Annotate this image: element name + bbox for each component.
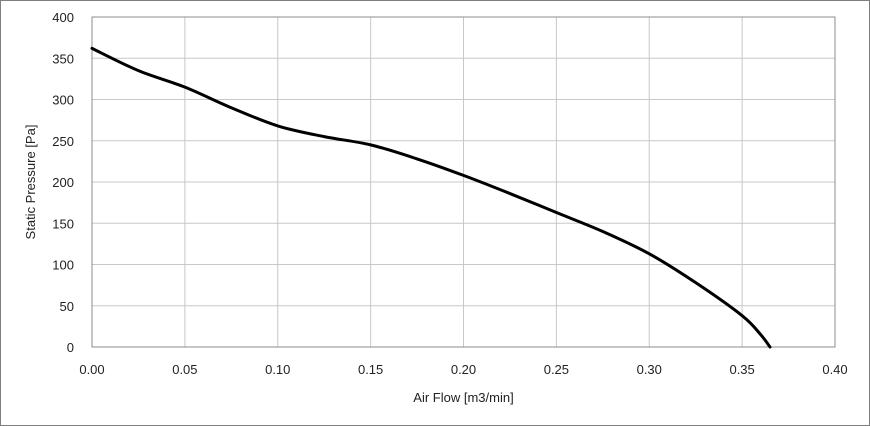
y-tick-label: 300 [52,93,74,108]
y-tick-label: 50 [60,299,74,314]
x-tick-label: 0.20 [451,362,476,377]
pressure-curve-line [90,46,772,349]
y-tick-label: 0 [67,340,74,355]
plot-area [91,16,836,348]
y-tick-label: 150 [52,216,74,231]
x-tick-label: 0.35 [729,362,754,377]
x-tick-label: 0.15 [358,362,383,377]
x-axis-label: Air Flow [m3/min] [413,390,513,405]
series-layer [90,46,772,349]
y-axis-label: Static Pressure [Pa] [23,125,38,240]
y-tick-label: 200 [52,175,74,190]
y-tick-label: 100 [52,258,74,273]
grid-lines [91,16,836,348]
y-tick-label: 350 [52,51,74,66]
x-tick-label: 0.00 [79,362,104,377]
x-tick-label: 0.40 [822,362,847,377]
y-tick-label: 400 [52,10,74,25]
x-tick-label: 0.25 [544,362,569,377]
x-tick-label: 0.30 [637,362,662,377]
y-tick-label: 250 [52,134,74,149]
x-tick-label: 0.05 [172,362,197,377]
y-tick-labels: 0 50 100 150 200 250 300 350 400 [52,10,74,355]
x-tick-label: 0.10 [265,362,290,377]
x-tick-labels: 0.00 0.05 0.10 0.15 0.20 0.25 0.30 0.35 0.40 [79,362,847,377]
